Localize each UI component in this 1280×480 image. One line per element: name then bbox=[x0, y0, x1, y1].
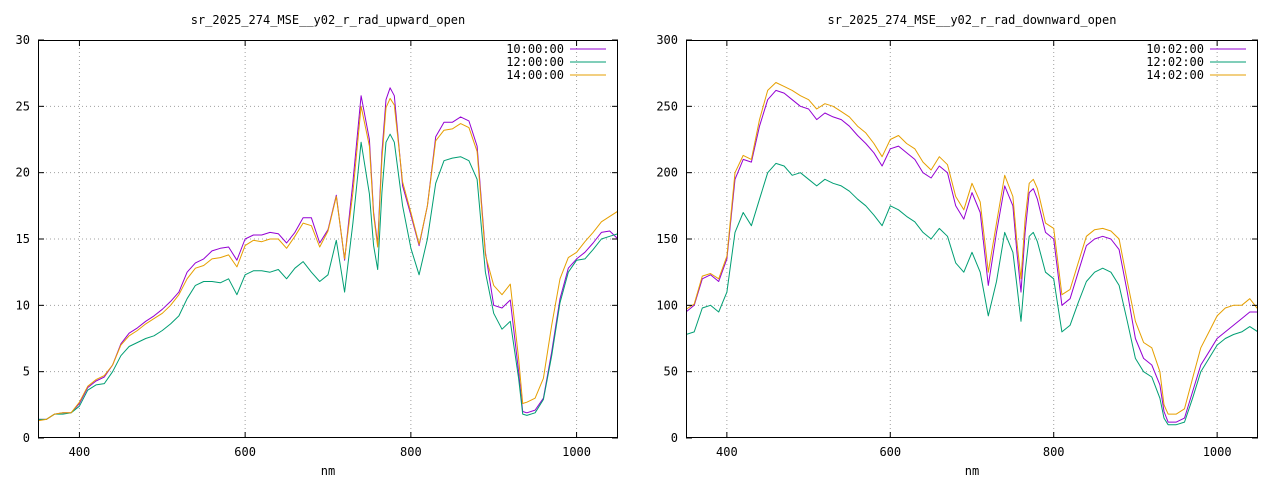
x-axis-label: nm bbox=[321, 464, 335, 478]
y-tick-label: 100 bbox=[656, 298, 678, 312]
y-tick-label: 200 bbox=[656, 166, 678, 180]
series-line-3 bbox=[38, 97, 618, 422]
y-tick-label: 0 bbox=[23, 431, 30, 445]
chart-panel-2: 400 600 800 1000 0 50 100 150 200 250 300 sr_2025_2… bbox=[656, 13, 1258, 478]
plot-frame bbox=[686, 40, 1258, 438]
y-tick-label: 25 bbox=[16, 99, 30, 113]
chart-title: sr_2025_274_MSE__y02_r_rad_upward_open bbox=[191, 13, 466, 27]
y-tick-label: 0 bbox=[671, 431, 678, 445]
x-tick-label: 600 bbox=[234, 445, 256, 459]
series-line-2 bbox=[38, 133, 618, 420]
chart-title: sr_2025_274_MSE__y02_r_rad_downward_open bbox=[828, 13, 1117, 27]
legend-label-3: 14:02:00 bbox=[1146, 68, 1204, 82]
series-line-1 bbox=[38, 87, 618, 420]
series-line-1 bbox=[686, 89, 1258, 423]
y-tick-label: 5 bbox=[23, 365, 30, 379]
legend-label-1: 10:02:00 bbox=[1146, 42, 1204, 56]
x-tick-label: 1000 bbox=[1203, 445, 1232, 459]
chart-panel-1: 400 600 800 1000 0 5 10 15 20 25 30 sr_2025_274_MSE… bbox=[16, 13, 618, 478]
x-tick-label: 400 bbox=[716, 445, 738, 459]
legend-label-2: 12:00:00 bbox=[506, 55, 564, 69]
y-tick-label: 50 bbox=[664, 365, 678, 379]
x-tick-label: 800 bbox=[1043, 445, 1065, 459]
y-tick-label: 20 bbox=[16, 166, 30, 180]
legend-label-3: 14:00:00 bbox=[506, 68, 564, 82]
x-axis-label: nm bbox=[965, 464, 979, 478]
y-tick-label: 15 bbox=[16, 232, 30, 246]
x-tick-label: 400 bbox=[69, 445, 91, 459]
y-tick-label: 10 bbox=[16, 298, 30, 312]
y-tick-label: 300 bbox=[656, 33, 678, 47]
x-tick-label: 1000 bbox=[562, 445, 591, 459]
series-line-2 bbox=[686, 162, 1258, 426]
y-tick-label: 250 bbox=[656, 99, 678, 113]
y-tick-label: 150 bbox=[656, 232, 678, 246]
series-group bbox=[686, 82, 1258, 426]
series-group bbox=[38, 87, 618, 422]
y-tick-label: 30 bbox=[16, 33, 30, 47]
series-line-3 bbox=[686, 82, 1258, 415]
x-tick-label: 800 bbox=[400, 445, 422, 459]
x-tick-label: 600 bbox=[879, 445, 901, 459]
legend-label-1: 10:00:00 bbox=[506, 42, 564, 56]
legend-label-2: 12:02:00 bbox=[1146, 55, 1204, 69]
